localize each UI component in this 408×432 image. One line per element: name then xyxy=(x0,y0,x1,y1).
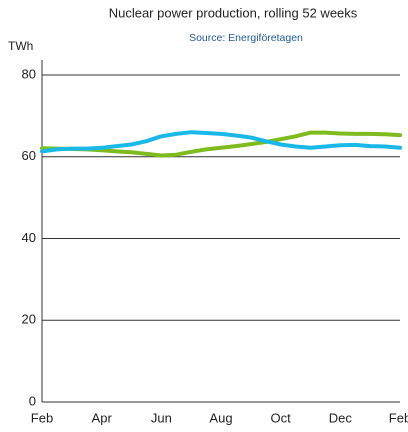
line-series xyxy=(40,130,402,158)
x-tick-label: Dec xyxy=(329,410,353,425)
y-tick-label: 0 xyxy=(29,393,36,408)
x-tick-label: Feb xyxy=(31,410,53,425)
chart-title: Nuclear power production, rolling 52 wee… xyxy=(109,5,358,20)
y-tick-label: 60 xyxy=(22,148,36,163)
x-tick-label: Oct xyxy=(271,410,292,425)
y-axis-label: TWh xyxy=(8,39,33,53)
line-series xyxy=(40,130,402,154)
x-tick-label: Aug xyxy=(209,410,232,425)
y-tick-label: 40 xyxy=(22,230,36,245)
x-tick-label: Apr xyxy=(92,410,113,425)
y-tick-label: 80 xyxy=(22,66,36,81)
y-tick-label: 20 xyxy=(22,312,36,327)
x-tick-label: Feb xyxy=(389,410,408,425)
chart-subtitle: Source: Energiföretagen xyxy=(189,32,303,44)
x-tick-label: Jun xyxy=(151,410,172,425)
